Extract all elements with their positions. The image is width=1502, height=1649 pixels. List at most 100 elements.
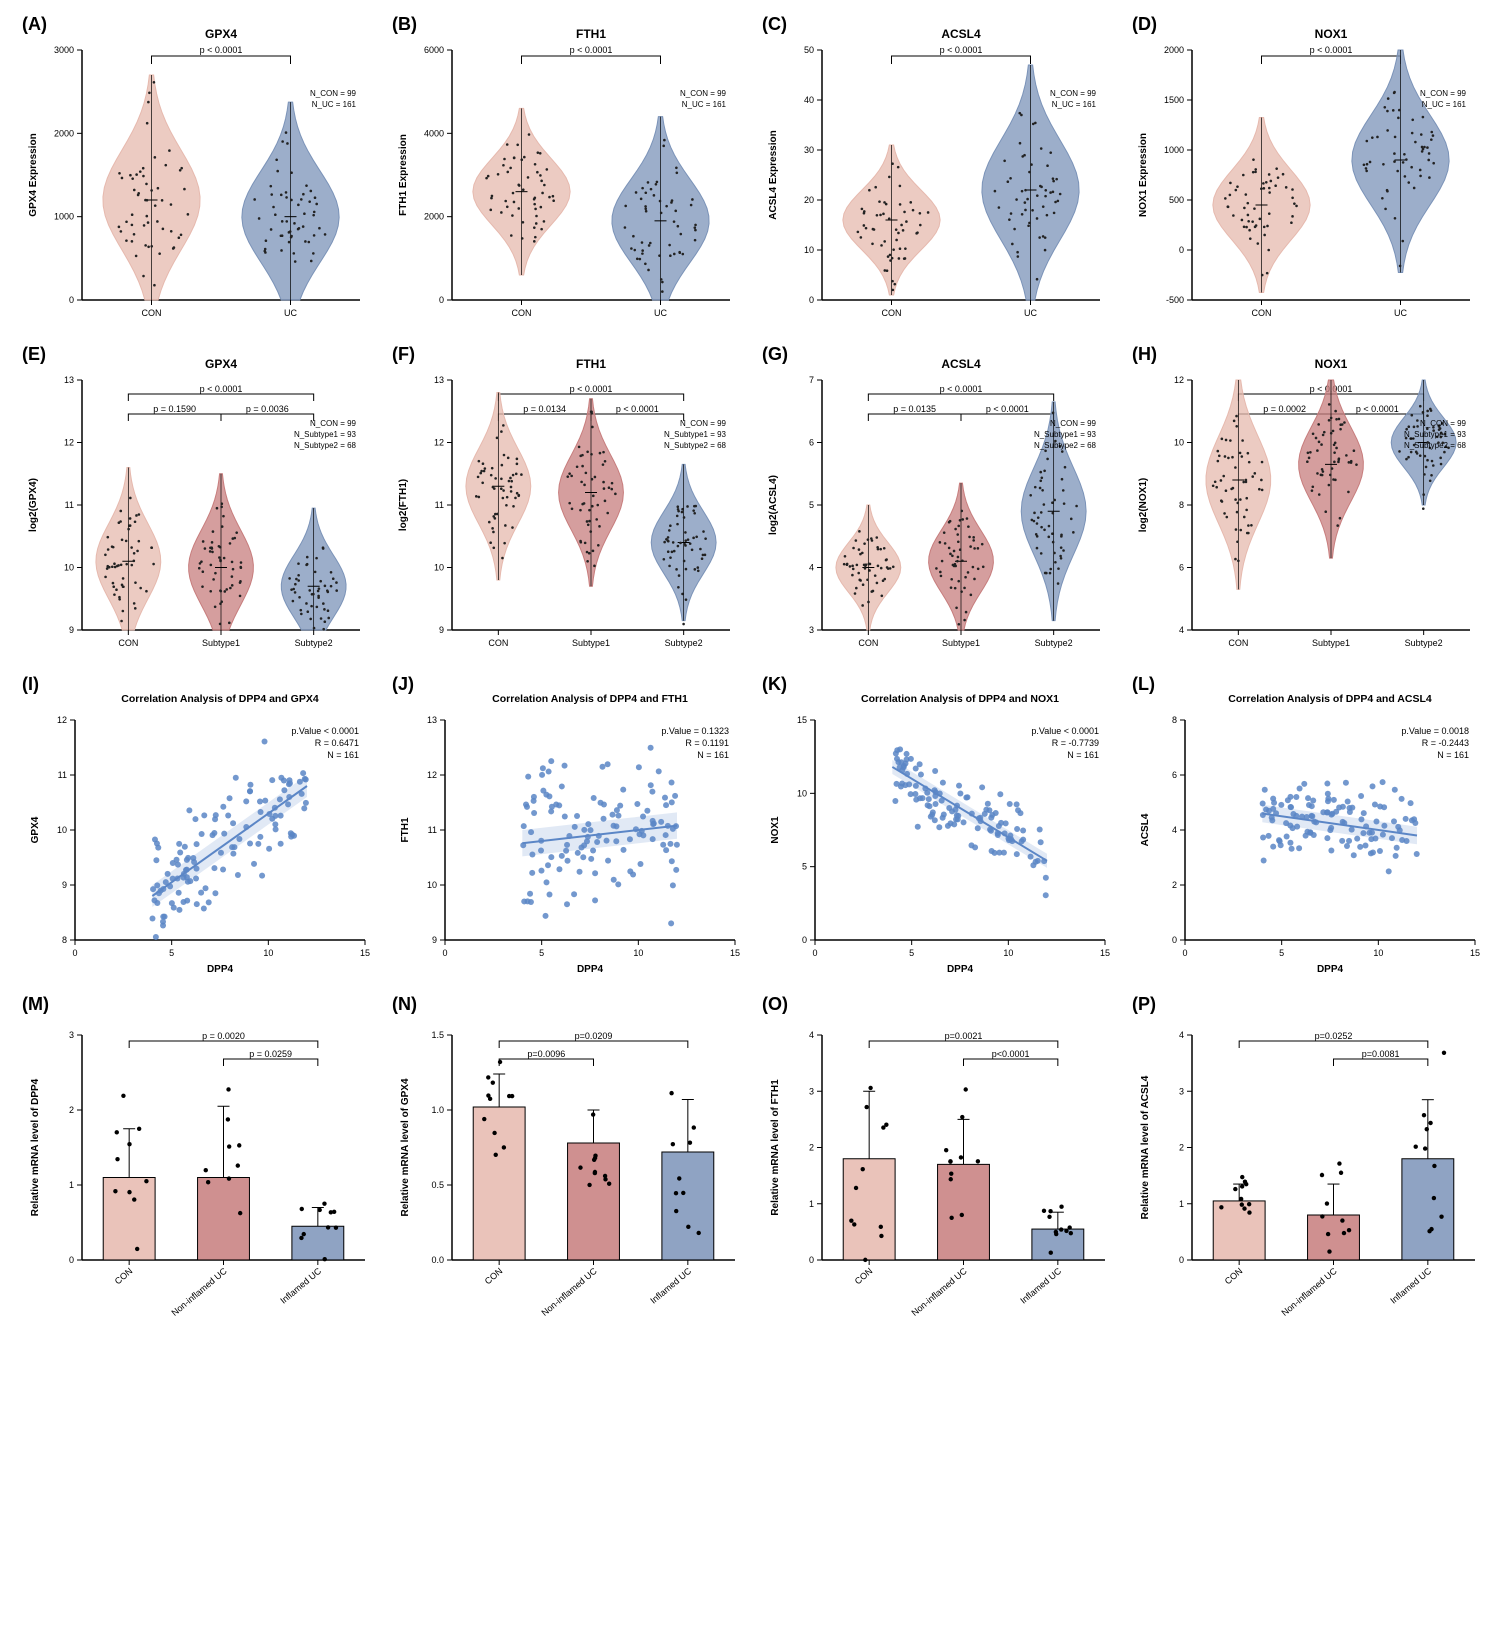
svg-text:DPP4: DPP4 [207, 964, 234, 975]
svg-text:Subtype1: Subtype1 [1312, 638, 1350, 648]
svg-text:CON: CON [1252, 308, 1272, 318]
bar-plot-P: 01234Relative mRNA level of ACSL4CONNon-… [1130, 1000, 1490, 1360]
svg-text:Relative mRNA level of ACSL4: Relative mRNA level of ACSL4 [1140, 1075, 1151, 1219]
svg-text:CON: CON [1228, 638, 1248, 648]
svg-text:N = 161: N = 161 [1437, 750, 1469, 760]
svg-text:CON: CON [488, 638, 508, 648]
svg-text:11: 11 [65, 500, 74, 510]
svg-text:CON: CON [882, 308, 902, 318]
panel-F: (F) FTH1910111213log2(FTH1)p = 0.0134p <… [390, 350, 750, 660]
svg-text:Non-inflamed UC: Non-inflamed UC [539, 1266, 599, 1318]
svg-text:9: 9 [439, 625, 444, 635]
svg-text:6000: 6000 [424, 45, 444, 55]
svg-text:Inflamed UC: Inflamed UC [1388, 1266, 1433, 1306]
svg-text:6: 6 [1172, 770, 1177, 780]
svg-text:CON: CON [1223, 1266, 1245, 1287]
panel-J: (J) Correlation Analysis of DPP4 and FTH… [390, 680, 750, 980]
svg-text:13: 13 [427, 715, 437, 725]
svg-text:8: 8 [62, 935, 67, 945]
panel-letter: (I) [22, 674, 39, 695]
svg-text:p < 0.0001: p < 0.0001 [200, 384, 243, 394]
svg-text:p < 0.0001: p < 0.0001 [940, 45, 983, 55]
svg-text:0: 0 [1182, 948, 1187, 958]
bar-plot-M: 0123Relative mRNA level of DPP4CONNon-in… [20, 1000, 380, 1360]
svg-text:Correlation Analysis of DPP4 a: Correlation Analysis of DPP4 and NOX1 [861, 693, 1059, 705]
svg-text:9: 9 [62, 880, 67, 890]
svg-text:p.Value = 0.1323: p.Value = 0.1323 [661, 726, 729, 736]
panel-letter: (C) [762, 14, 787, 35]
svg-text:CON: CON [853, 1266, 875, 1287]
svg-text:11: 11 [435, 500, 444, 510]
svg-text:10: 10 [64, 563, 74, 573]
svg-text:Non-inflamed UC: Non-inflamed UC [909, 1266, 969, 1318]
svg-text:4: 4 [809, 563, 814, 573]
svg-text:3: 3 [809, 625, 814, 635]
svg-text:FTH1: FTH1 [576, 27, 606, 41]
svg-text:CON: CON [512, 308, 532, 318]
svg-text:NOX1: NOX1 [770, 816, 781, 844]
svg-text:GPX4: GPX4 [205, 357, 237, 371]
svg-text:2000: 2000 [424, 212, 444, 222]
panel-B: (B) FTH10200040006000FTH1 Expressionp < … [390, 20, 750, 330]
svg-text:9: 9 [432, 935, 437, 945]
svg-text:N_Subtype1 = 93: N_Subtype1 = 93 [1404, 430, 1467, 439]
svg-text:4: 4 [1172, 825, 1177, 835]
bar-plot-N: 0.00.51.01.5Relative mRNA level of GPX4C… [390, 1000, 750, 1360]
violin-plot-B: FTH10200040006000FTH1 Expressionp < 0.00… [390, 20, 750, 330]
svg-text:p=0.0096: p=0.0096 [527, 1049, 565, 1059]
svg-text:Correlation Analysis of DPP4 a: Correlation Analysis of DPP4 and GPX4 [121, 693, 319, 705]
panel-letter: (M) [22, 994, 49, 1015]
svg-text:DPP4: DPP4 [577, 964, 604, 975]
svg-text:GPX4: GPX4 [205, 27, 237, 41]
svg-text:10: 10 [57, 825, 67, 835]
svg-text:30: 30 [804, 145, 814, 155]
svg-text:12: 12 [64, 438, 74, 448]
panel-G: (G) ACSL434567log2(ACSL4)p = 0.0135p < 0… [760, 350, 1120, 660]
svg-text:5: 5 [169, 948, 174, 958]
svg-text:p < 0.0001: p < 0.0001 [986, 404, 1029, 414]
svg-text:1: 1 [69, 1180, 74, 1190]
svg-text:NOX1 Expression: NOX1 Expression [1138, 133, 1149, 217]
figure-grid: (A) GPX40100020003000GPX4 Expressionp < … [20, 20, 1482, 1360]
svg-text:CON: CON [858, 638, 878, 648]
panel-letter: (K) [762, 674, 787, 695]
svg-text:0: 0 [809, 295, 814, 305]
svg-text:p=0.0252: p=0.0252 [1315, 1031, 1353, 1041]
panel-K: (K) Correlation Analysis of DPP4 and NOX… [760, 680, 1120, 980]
violin-plot-H: NOX14681012log2(NOX1)p = 0.0002p < 0.000… [1130, 350, 1490, 660]
svg-text:11: 11 [58, 770, 67, 780]
svg-text:DPP4: DPP4 [1317, 964, 1344, 975]
svg-text:50: 50 [804, 45, 814, 55]
svg-text:13: 13 [64, 375, 74, 385]
svg-text:0: 0 [802, 935, 807, 945]
svg-text:p = 0.0134: p = 0.0134 [523, 404, 566, 414]
panel-letter: (O) [762, 994, 788, 1015]
panel-L: (L) Correlation Analysis of DPP4 and ACS… [1130, 680, 1490, 980]
svg-text:10: 10 [1174, 438, 1184, 448]
svg-text:1: 1 [809, 1199, 814, 1209]
svg-text:0: 0 [72, 948, 77, 958]
svg-text:4: 4 [1179, 625, 1184, 635]
svg-text:p = 0.0135: p = 0.0135 [893, 404, 936, 414]
scatter-plot-I: Correlation Analysis of DPP4 and GPX4 0 5 1… [20, 680, 380, 980]
scatter-plot-J: Correlation Analysis of DPP4 and FTH1051… [390, 680, 750, 980]
svg-text:CON: CON [113, 1266, 135, 1287]
svg-text:N_Subtype2 = 68: N_Subtype2 = 68 [294, 441, 357, 450]
svg-text:UC: UC [654, 308, 667, 318]
panel-letter: (D) [1132, 14, 1157, 35]
svg-text:R = 0.1191: R = 0.1191 [685, 738, 729, 748]
svg-text:FTH1: FTH1 [576, 357, 606, 371]
svg-text:12: 12 [434, 438, 444, 448]
svg-text:N_CON = 99: N_CON = 99 [1050, 89, 1097, 98]
svg-text:p = 0.1590: p = 0.1590 [153, 404, 196, 414]
svg-text:p.Value < 0.0001: p.Value < 0.0001 [1031, 726, 1099, 736]
svg-text:8: 8 [1179, 500, 1184, 510]
svg-text:R = 0.6471: R = 0.6471 [315, 738, 359, 748]
svg-text:Inflamed UC: Inflamed UC [648, 1266, 693, 1306]
scatter-plot-K: Correlation Analysis of DPP4 and NOX1051… [760, 680, 1120, 980]
svg-text:7: 7 [809, 375, 814, 385]
panel-N: (N) 0.00.51.01.5Relative mRNA level of G… [390, 1000, 750, 1360]
svg-text:1: 1 [1179, 1199, 1184, 1209]
svg-text:N_CON = 99: N_CON = 99 [1050, 419, 1097, 428]
svg-text:0.5: 0.5 [431, 1180, 444, 1190]
